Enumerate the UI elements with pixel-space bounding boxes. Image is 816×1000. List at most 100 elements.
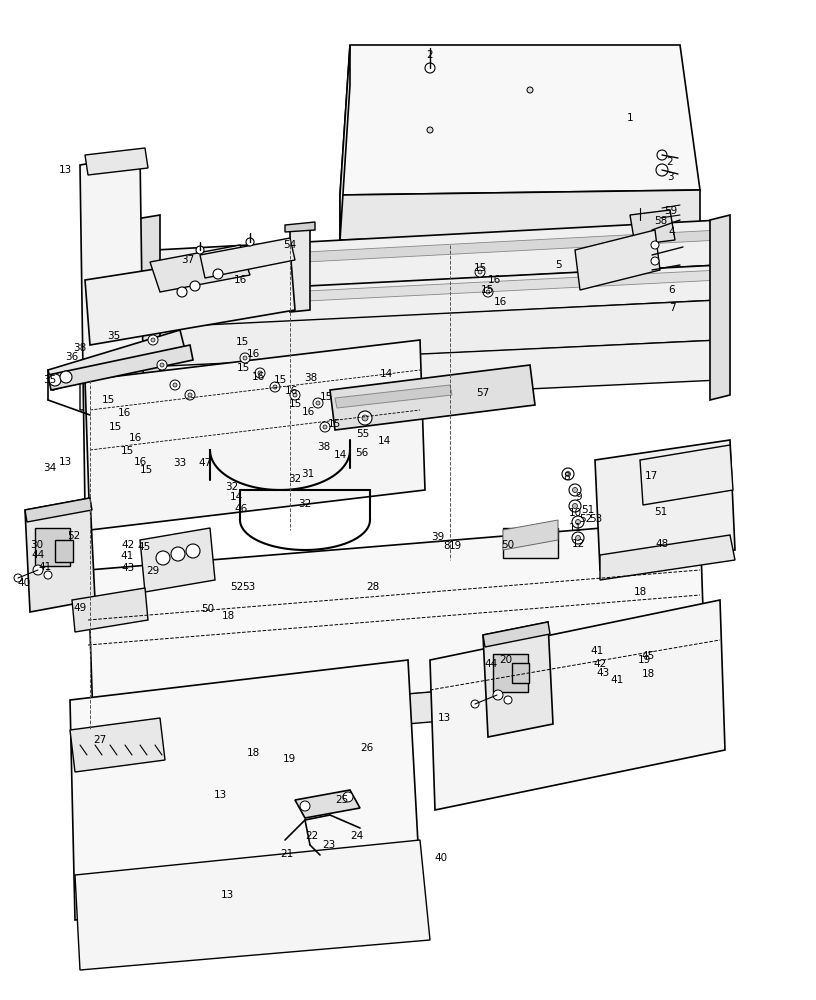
Circle shape <box>573 488 578 492</box>
Polygon shape <box>483 622 550 647</box>
Circle shape <box>565 472 570 477</box>
Circle shape <box>171 547 185 561</box>
Circle shape <box>483 287 493 297</box>
Polygon shape <box>88 670 700 750</box>
Circle shape <box>656 164 668 176</box>
Text: 36: 36 <box>65 352 78 362</box>
Polygon shape <box>155 220 720 295</box>
Text: 42: 42 <box>122 540 135 550</box>
Text: 44: 44 <box>485 659 498 669</box>
Circle shape <box>246 238 254 246</box>
Polygon shape <box>80 340 720 410</box>
Text: 14: 14 <box>379 369 392 379</box>
Text: 9: 9 <box>575 492 583 502</box>
Circle shape <box>270 382 280 392</box>
Polygon shape <box>340 45 700 195</box>
Text: 17: 17 <box>645 471 658 481</box>
Circle shape <box>471 700 479 708</box>
Circle shape <box>49 374 61 386</box>
Text: 40: 40 <box>17 578 30 588</box>
Bar <box>503 528 558 558</box>
Polygon shape <box>130 215 160 385</box>
Circle shape <box>425 63 435 73</box>
Circle shape <box>573 504 578 508</box>
Circle shape <box>362 415 368 421</box>
Circle shape <box>343 792 353 802</box>
Text: 15: 15 <box>481 285 494 295</box>
Circle shape <box>243 356 247 360</box>
Circle shape <box>188 393 192 397</box>
Text: 15: 15 <box>140 465 153 475</box>
Polygon shape <box>595 440 735 570</box>
Text: 16: 16 <box>128 433 142 443</box>
Text: 8: 8 <box>444 541 450 551</box>
Text: 26: 26 <box>361 743 374 753</box>
Text: 54: 54 <box>283 240 297 250</box>
Circle shape <box>527 87 533 93</box>
Circle shape <box>572 532 584 544</box>
Polygon shape <box>290 228 310 312</box>
Text: 15: 15 <box>319 392 333 402</box>
Circle shape <box>575 520 580 524</box>
Polygon shape <box>155 230 720 270</box>
Text: 38: 38 <box>73 343 86 353</box>
Text: 13: 13 <box>437 713 450 723</box>
Circle shape <box>170 380 180 390</box>
Circle shape <box>651 241 659 249</box>
Circle shape <box>255 368 265 378</box>
Polygon shape <box>200 238 295 278</box>
Circle shape <box>156 551 170 565</box>
Text: 19: 19 <box>448 541 462 551</box>
Text: 32: 32 <box>288 474 302 484</box>
Text: 51: 51 <box>581 505 595 515</box>
Circle shape <box>478 270 482 274</box>
Text: 2: 2 <box>667 157 673 167</box>
Text: 56: 56 <box>356 448 369 458</box>
Circle shape <box>475 267 485 277</box>
Text: 44: 44 <box>31 550 45 560</box>
Text: 41: 41 <box>121 551 134 561</box>
Circle shape <box>177 287 187 297</box>
Circle shape <box>562 468 574 480</box>
Text: 49: 49 <box>73 603 86 613</box>
Polygon shape <box>600 535 735 580</box>
Text: 12: 12 <box>571 539 584 549</box>
Polygon shape <box>710 215 730 400</box>
Text: 16: 16 <box>284 386 298 396</box>
Text: 59: 59 <box>664 206 677 216</box>
Polygon shape <box>335 385 452 408</box>
Text: 13: 13 <box>220 890 233 900</box>
Text: 14: 14 <box>377 436 391 446</box>
Text: 38: 38 <box>304 373 317 383</box>
Text: 47: 47 <box>198 458 211 468</box>
Text: 21: 21 <box>281 849 294 859</box>
Circle shape <box>44 571 52 579</box>
Text: 16: 16 <box>118 408 131 418</box>
Text: 1: 1 <box>627 113 633 123</box>
Circle shape <box>323 425 327 429</box>
Text: 15: 15 <box>327 419 340 429</box>
Circle shape <box>427 127 433 133</box>
Text: 22: 22 <box>305 831 318 841</box>
Circle shape <box>290 390 300 400</box>
Polygon shape <box>430 600 725 810</box>
Text: 14: 14 <box>334 450 347 460</box>
Text: 41: 41 <box>610 675 623 685</box>
Text: 15: 15 <box>101 395 114 405</box>
Text: 41: 41 <box>590 646 604 656</box>
Circle shape <box>320 422 330 432</box>
Polygon shape <box>88 520 705 720</box>
Polygon shape <box>85 148 148 175</box>
Text: 42: 42 <box>593 659 606 669</box>
Polygon shape <box>295 790 360 818</box>
Text: 20: 20 <box>499 655 512 665</box>
Text: 23: 23 <box>322 840 335 850</box>
Text: 41: 41 <box>38 562 51 572</box>
Polygon shape <box>100 300 720 370</box>
Text: 19: 19 <box>282 754 295 764</box>
Polygon shape <box>70 718 165 772</box>
Text: 15: 15 <box>273 375 286 385</box>
Text: 18: 18 <box>221 611 235 621</box>
Circle shape <box>185 390 195 400</box>
Text: 52: 52 <box>68 531 81 541</box>
